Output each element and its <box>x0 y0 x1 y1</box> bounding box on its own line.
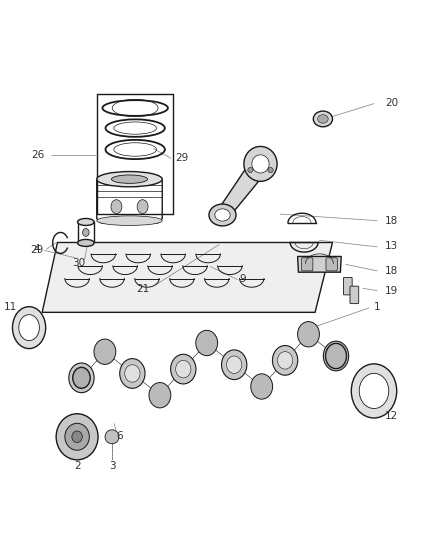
Text: 20: 20 <box>385 98 398 108</box>
Ellipse shape <box>215 209 230 221</box>
Ellipse shape <box>226 356 242 374</box>
Text: 6: 6 <box>116 431 123 441</box>
Ellipse shape <box>209 204 236 226</box>
Ellipse shape <box>19 314 39 341</box>
Ellipse shape <box>112 175 148 183</box>
FancyBboxPatch shape <box>301 258 313 271</box>
Ellipse shape <box>318 115 328 123</box>
Ellipse shape <box>313 111 332 127</box>
Ellipse shape <box>149 383 171 408</box>
Ellipse shape <box>94 339 116 365</box>
Ellipse shape <box>82 229 89 236</box>
Text: 21: 21 <box>136 284 149 294</box>
Text: 13: 13 <box>385 240 398 251</box>
Ellipse shape <box>222 350 247 379</box>
Ellipse shape <box>328 348 344 365</box>
Ellipse shape <box>97 216 162 225</box>
Text: 29: 29 <box>30 245 43 255</box>
Ellipse shape <box>196 330 218 356</box>
Ellipse shape <box>78 239 94 246</box>
Ellipse shape <box>277 352 293 369</box>
Circle shape <box>268 167 273 173</box>
Ellipse shape <box>176 360 191 378</box>
Text: 11: 11 <box>4 302 17 312</box>
Ellipse shape <box>137 200 148 214</box>
FancyBboxPatch shape <box>343 277 352 295</box>
Text: 29: 29 <box>175 153 188 163</box>
Text: 18: 18 <box>385 266 398 276</box>
Ellipse shape <box>272 345 298 375</box>
Ellipse shape <box>251 374 272 399</box>
Text: 18: 18 <box>385 216 398 225</box>
Polygon shape <box>42 243 332 312</box>
Ellipse shape <box>56 414 98 460</box>
Ellipse shape <box>359 373 389 408</box>
Ellipse shape <box>12 306 46 349</box>
Ellipse shape <box>69 363 94 393</box>
Text: 12: 12 <box>385 411 398 421</box>
Text: 2: 2 <box>74 462 81 472</box>
Ellipse shape <box>297 321 319 347</box>
Ellipse shape <box>73 367 90 389</box>
Ellipse shape <box>325 343 346 369</box>
Ellipse shape <box>72 431 82 442</box>
Text: 19: 19 <box>385 286 398 295</box>
Polygon shape <box>217 158 268 219</box>
Ellipse shape <box>97 172 162 187</box>
Text: 9: 9 <box>240 274 246 284</box>
Ellipse shape <box>78 219 94 225</box>
Ellipse shape <box>351 364 397 418</box>
Polygon shape <box>297 256 341 272</box>
Ellipse shape <box>74 369 89 386</box>
Text: 26: 26 <box>31 150 44 160</box>
Ellipse shape <box>244 147 277 181</box>
Ellipse shape <box>111 200 122 214</box>
Text: 1: 1 <box>374 302 380 312</box>
Ellipse shape <box>125 365 140 382</box>
Text: 4: 4 <box>33 244 40 254</box>
Text: 30: 30 <box>72 258 85 268</box>
Circle shape <box>105 430 119 444</box>
Text: 3: 3 <box>109 462 115 472</box>
Ellipse shape <box>171 354 196 384</box>
Ellipse shape <box>65 423 89 450</box>
Ellipse shape <box>120 359 145 389</box>
Ellipse shape <box>252 155 269 173</box>
Circle shape <box>248 167 253 173</box>
FancyBboxPatch shape <box>326 258 337 271</box>
FancyBboxPatch shape <box>350 286 359 304</box>
Ellipse shape <box>323 341 349 371</box>
